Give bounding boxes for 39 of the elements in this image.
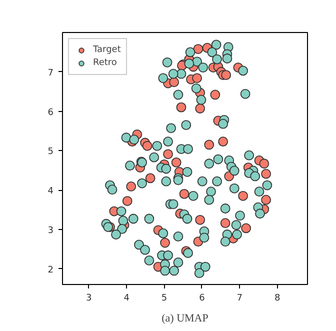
y-tick-label: 7	[48, 68, 54, 78]
x-tick-label: 8	[274, 294, 280, 304]
legend-label: Target	[93, 44, 121, 56]
point	[204, 140, 214, 150]
y-tick-label: 6	[48, 108, 54, 118]
x-tick-label: 6	[199, 294, 206, 304]
y-tick-label: 2	[48, 265, 54, 276]
point	[122, 196, 132, 206]
y-tick-label: 5	[48, 147, 54, 158]
point	[238, 190, 248, 201]
point	[171, 157, 182, 168]
point	[126, 182, 136, 192]
legend-label: Retro	[93, 57, 117, 69]
x-tick-label: 7	[236, 294, 243, 304]
point	[163, 149, 173, 160]
point	[195, 214, 206, 225]
point	[218, 136, 228, 147]
point	[241, 223, 252, 234]
point	[160, 238, 170, 248]
text: (a) UMAP	[162, 312, 208, 324]
point	[259, 158, 270, 169]
y-tick-label: 3	[48, 226, 54, 236]
x-tick-label: 5	[161, 294, 168, 304]
point	[176, 102, 186, 112]
point	[261, 168, 271, 179]
point	[169, 77, 180, 88]
point	[220, 218, 230, 228]
point	[210, 90, 220, 100]
y-tick-label: 4	[48, 186, 54, 196]
x-tick-label: 4	[124, 294, 130, 304]
point	[195, 104, 206, 114]
point	[179, 188, 190, 199]
point	[261, 194, 271, 205]
point	[145, 173, 156, 184]
point	[142, 140, 152, 151]
x-tick-label: 3	[86, 294, 92, 304]
point	[193, 44, 204, 54]
point	[192, 73, 202, 84]
point	[221, 70, 232, 80]
